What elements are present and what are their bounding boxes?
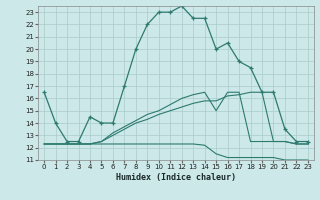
X-axis label: Humidex (Indice chaleur): Humidex (Indice chaleur) [116, 173, 236, 182]
